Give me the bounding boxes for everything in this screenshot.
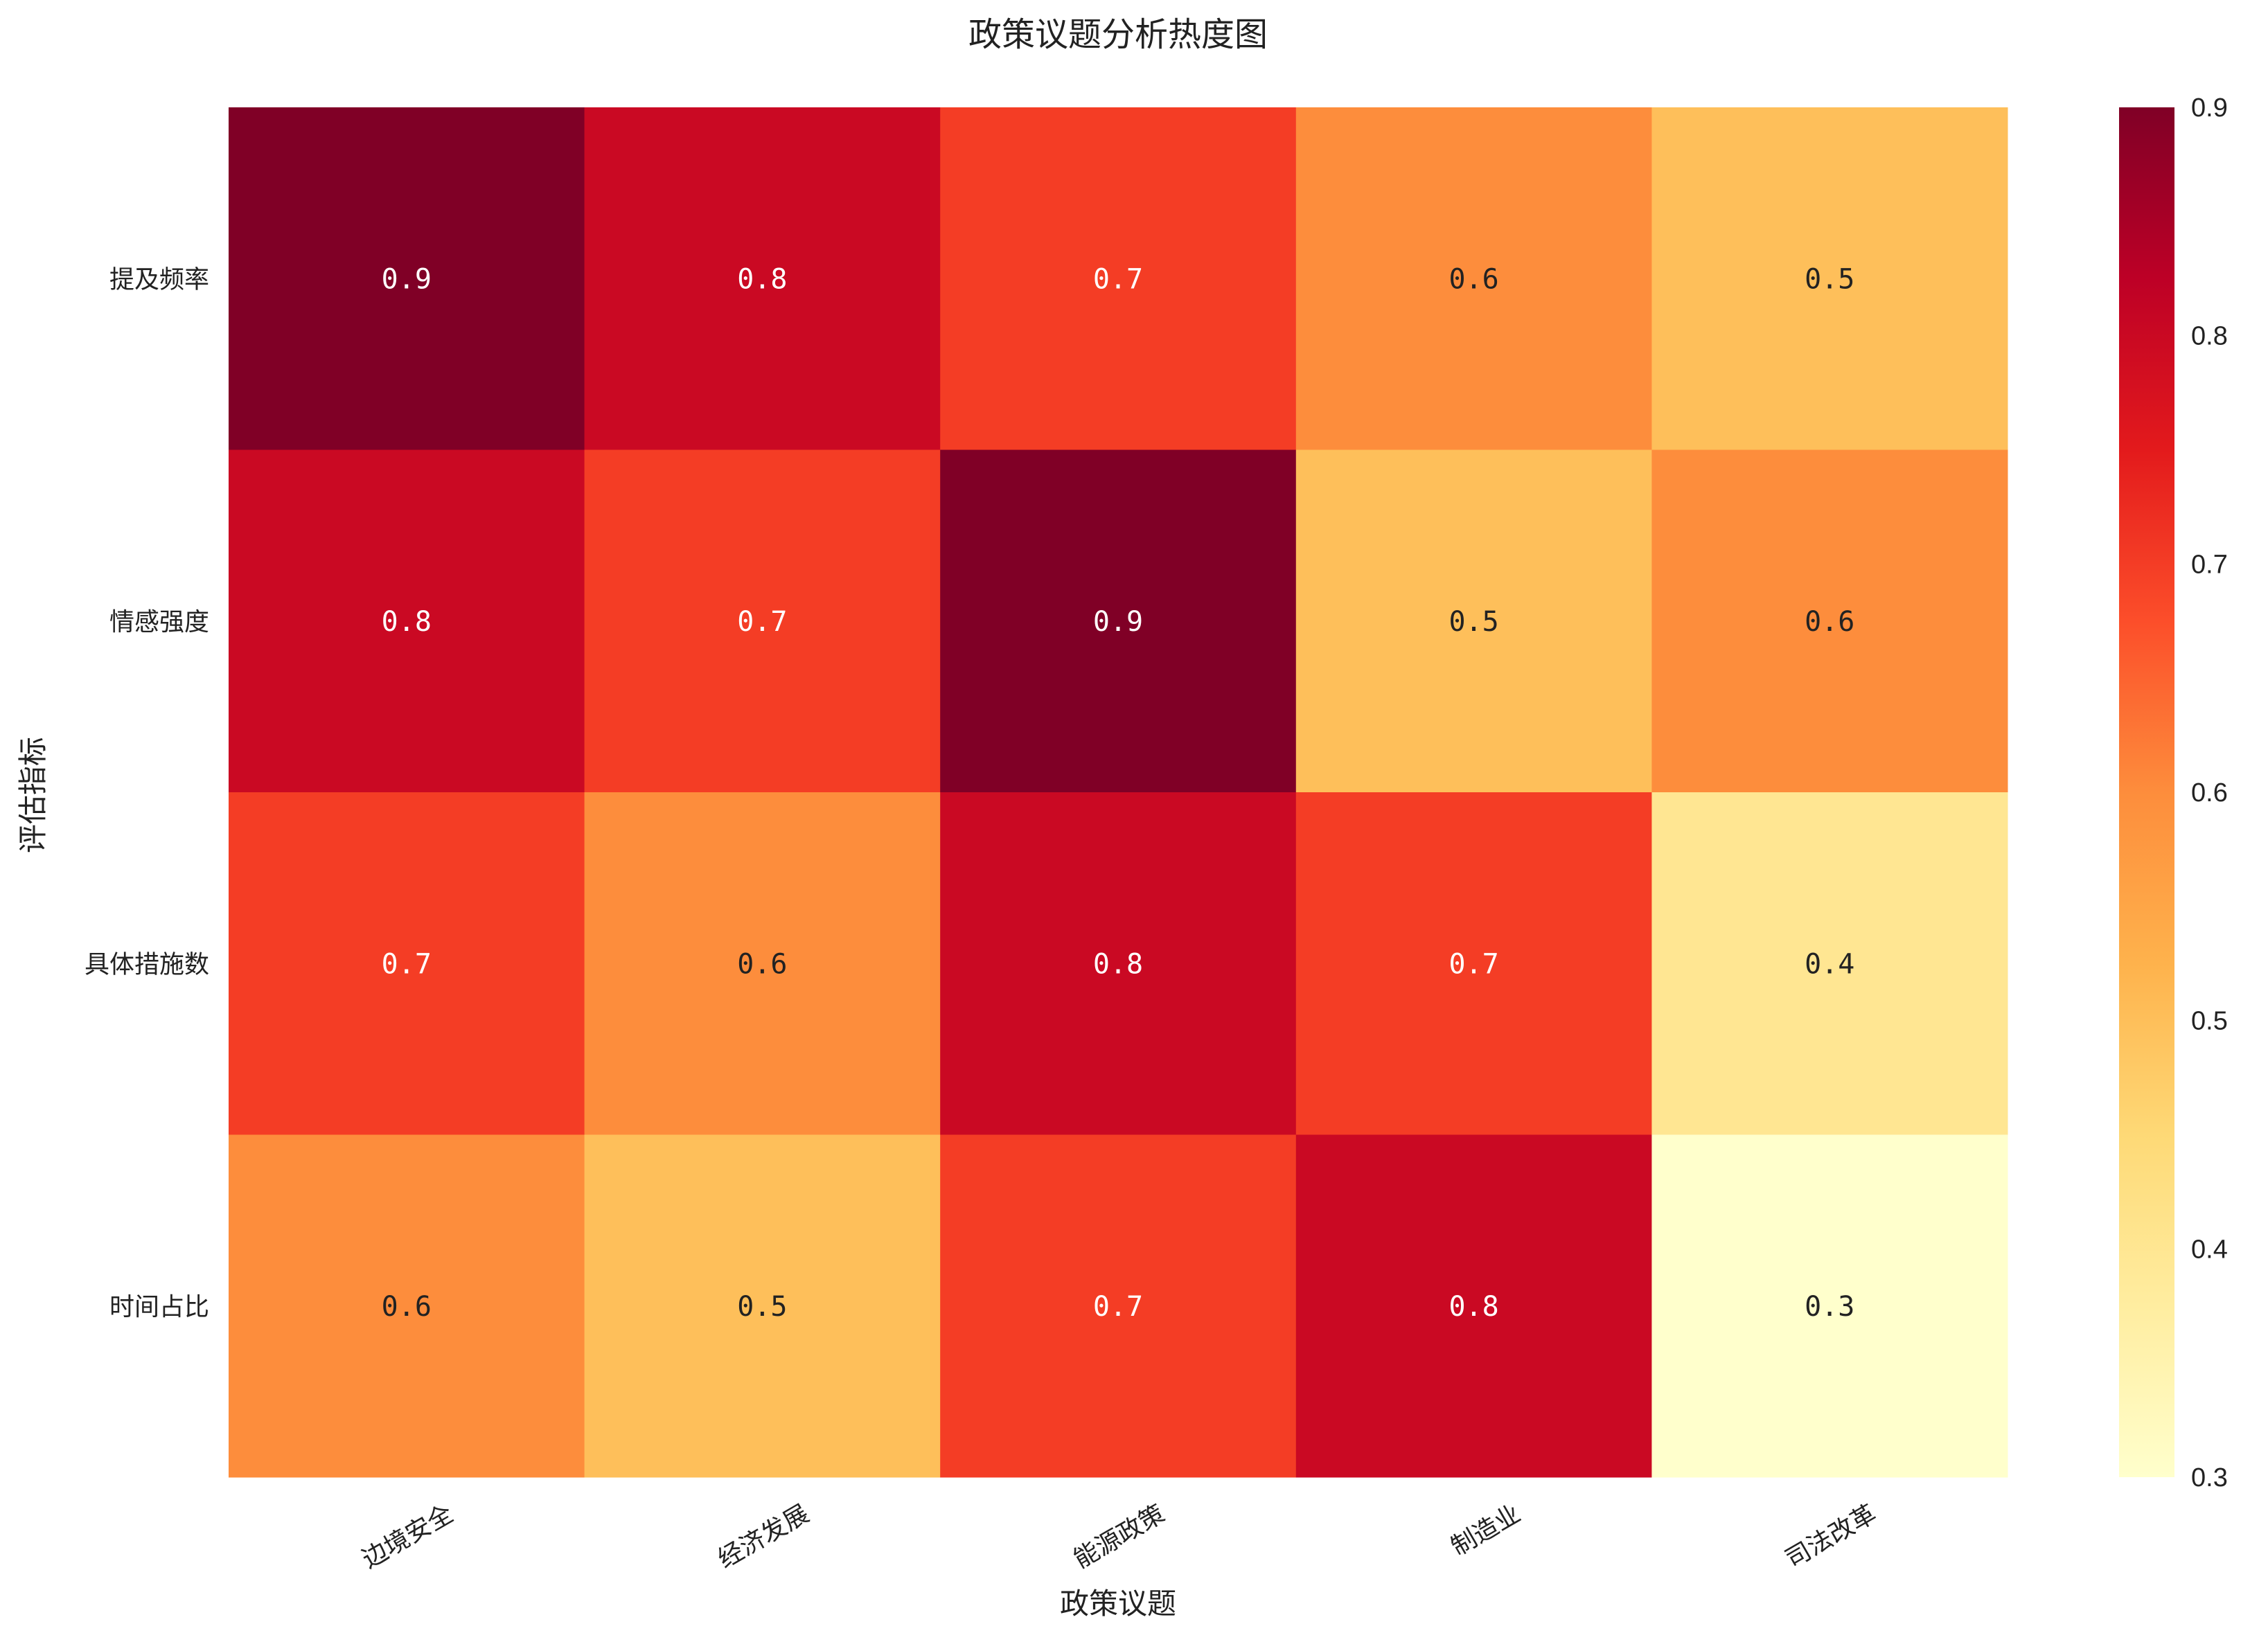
colorbar-tick-labels: 0.3 0.4 0.5 0.6 0.7 0.8 0.9: [2191, 93, 2228, 1492]
heatmap-cell: [229, 449, 585, 793]
cell-value-label: 0.7: [1448, 948, 1498, 980]
x-tick-labels: 边境安全 经济发展 能源政策 制造业 司法改革: [357, 1499, 1881, 1574]
colorbar-tick-label: 0.4: [2191, 1235, 2228, 1264]
y-tick-label: 提及频率: [109, 265, 209, 294]
y-tick-label: 情感强度: [109, 608, 209, 636]
heatmap-cell: [1295, 792, 1652, 1135]
colorbar-tick-label: 0.9: [2191, 93, 2228, 123]
cell-value-label: 0.6: [382, 1291, 432, 1323]
heatmap-cell: [940, 449, 1297, 793]
cell-value-label: 0.6: [1805, 606, 1854, 638]
cell-value-label: 0.5: [737, 1291, 787, 1323]
cell-value-label: 0.9: [1093, 606, 1143, 638]
heatmap-cell: [1651, 792, 2008, 1135]
cell-value-label: 0.6: [1448, 263, 1498, 295]
heatmap-cell: [1651, 107, 2008, 450]
colorbar-tick-label: 0.5: [2191, 1007, 2228, 1036]
colorbar-tick-label: 0.8: [2191, 322, 2228, 351]
heatmap-cell: [940, 1134, 1297, 1478]
cell-value-label: 0.7: [382, 948, 432, 980]
cell-value-label: 0.7: [1093, 1291, 1143, 1323]
heatmap-cell: [940, 792, 1297, 1135]
colorbar: [2119, 107, 2174, 1477]
cell-value-label: 0.5: [1805, 263, 1854, 295]
x-tick-label: 边境安全: [357, 1499, 458, 1574]
cell-value-label: 0.7: [737, 606, 787, 638]
cell-value-label: 0.7: [1093, 263, 1143, 295]
heatmap-cell: [1295, 1134, 1652, 1478]
chart-title: 政策议题分析热度图: [968, 15, 1268, 54]
heatmap-cell: [1295, 107, 1652, 450]
colorbar-tick-label: 0.6: [2191, 778, 2228, 807]
y-axis-label: 评估指标: [16, 737, 50, 853]
heatmap-cell: [584, 107, 941, 450]
heatmap-cell: [229, 792, 585, 1135]
cell-value-label: 0.9: [382, 263, 432, 295]
x-axis-label: 政策议题: [1060, 1587, 1176, 1621]
heatmap-cell: [1651, 1134, 2008, 1478]
heatmap-cell: [584, 449, 941, 793]
cell-value-label: 0.6: [737, 948, 787, 980]
heatmap-cell: [940, 107, 1297, 450]
y-tick-label: 具体措施数: [85, 950, 209, 979]
heatmap-cell: [229, 107, 585, 450]
heatmap-cell: [229, 1134, 585, 1478]
cell-value-label: 0.8: [382, 606, 432, 638]
cell-value-label: 0.4: [1805, 948, 1854, 980]
y-tick-label: 时间占比: [109, 1293, 209, 1321]
cell-value-label: 0.8: [737, 263, 787, 295]
x-tick-label: 经济发展: [714, 1499, 814, 1574]
heatmap-cell: [584, 792, 941, 1135]
x-tick-label: 制造业: [1446, 1499, 1525, 1562]
cell-value-label: 0.8: [1448, 1291, 1498, 1323]
heatmap-cell: [584, 1134, 941, 1478]
cell-value-label: 0.3: [1805, 1291, 1854, 1323]
cell-value-label: 0.5: [1448, 606, 1498, 638]
heatmap-cell: [1651, 449, 2008, 793]
heatmap-cell: [1295, 449, 1652, 793]
colorbar-tick-label: 0.3: [2191, 1463, 2228, 1492]
cell-value-label: 0.8: [1093, 948, 1143, 980]
x-tick-label: 司法改革: [1780, 1499, 1881, 1574]
heatmap-cells: 0.9 0.8 0.7 0.6 0.5 0.8 0.7 0.9 0.5 0.6 0.7 0.6 0.8 0…: [229, 107, 2008, 1478]
colorbar-tick-label: 0.7: [2191, 550, 2228, 579]
x-tick-label: 能源政策: [1069, 1499, 1169, 1574]
